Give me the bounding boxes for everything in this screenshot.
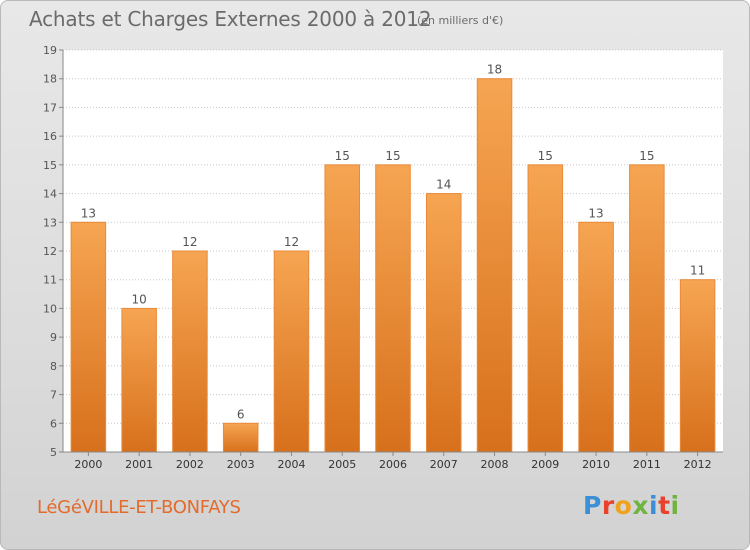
bar-2012: [679, 279, 716, 453]
data-label-2009: 15: [538, 149, 553, 163]
data-label-2004: 12: [284, 235, 299, 249]
x-tick-label: 2000: [74, 458, 102, 471]
y-tick-label: 10: [43, 302, 57, 315]
y-tick-label: 11: [43, 274, 57, 287]
logo-letter: r: [601, 491, 615, 520]
y-tick-label: 9: [50, 331, 57, 344]
x-tick-label: 2003: [227, 458, 255, 471]
x-tick-label: 2001: [125, 458, 153, 471]
data-label-2006: 15: [385, 149, 400, 163]
y-tick-label: 17: [43, 101, 57, 114]
y-tick-label: 16: [43, 130, 57, 143]
chart-title: Achats et Charges Externes 2000 à 2012: [29, 7, 432, 31]
data-label-2010: 13: [588, 206, 603, 220]
y-tick-label: 6: [50, 417, 57, 430]
data-label-2001: 10: [132, 292, 147, 306]
logo-letter: i: [670, 491, 680, 520]
x-tick-label: 2004: [277, 458, 305, 471]
data-label-2008: 18: [487, 63, 502, 77]
logo-letter: x: [632, 491, 649, 520]
y-tick-label: 18: [43, 73, 57, 86]
axes: 5 6 7 8 9 10 11 12 13 14 15 16 17 18 19 2000 2001 2002 200…: [43, 44, 723, 471]
x-tick-label: 2011: [633, 458, 661, 471]
x-tick-label: 2009: [531, 458, 559, 471]
proxiti-logo: Proxiti: [583, 491, 680, 520]
y-tick-label: 14: [43, 188, 57, 201]
bar-2008: [476, 78, 513, 453]
data-label-2012: 11: [690, 264, 705, 278]
bar-2007: [426, 193, 462, 453]
y-tick-label: 19: [43, 44, 57, 57]
bar-2010: [578, 221, 614, 453]
y-tick-label: 8: [50, 360, 57, 373]
logo-letter: t: [658, 491, 671, 520]
y-tick-label: 13: [43, 216, 57, 229]
bar-2009: [527, 164, 564, 453]
chart-subtitle: (en milliers d'€): [417, 14, 504, 27]
x-tick-label: 2008: [481, 458, 509, 471]
commune-name: LéGéVILLE-ET-BONFAYS: [37, 497, 241, 518]
data-label-2011: 15: [639, 149, 654, 163]
bar-2001: [121, 307, 157, 453]
x-tick-label: 2012: [684, 458, 712, 471]
data-label-2000: 13: [81, 206, 96, 220]
bar-2005: [324, 164, 360, 453]
x-tick-label: 2010: [582, 458, 610, 471]
data-label-2003: 6: [237, 407, 245, 421]
x-tick-label: 2005: [328, 458, 356, 471]
y-tick-label: 5: [50, 446, 57, 459]
y-tick-label: 7: [50, 389, 57, 402]
logo-letter: P: [583, 491, 602, 520]
x-tick-label: 2007: [430, 458, 458, 471]
data-label-2002: 12: [182, 235, 197, 249]
bar-2000: [70, 221, 107, 453]
bar-2003: [222, 422, 259, 453]
logo-letter: i: [649, 491, 659, 520]
bar-2011: [629, 164, 665, 453]
y-tick-label: 12: [43, 245, 57, 258]
data-label-2005: 15: [335, 149, 350, 163]
x-tick-label: 2002: [176, 458, 204, 471]
data-label-2007: 14: [436, 178, 451, 192]
bar-2006: [375, 164, 411, 453]
logo-letter: o: [614, 491, 633, 520]
bar-2004: [273, 250, 310, 453]
y-tick-label: 15: [43, 159, 57, 172]
bar-2002: [172, 250, 208, 453]
x-tick-label: 2006: [379, 458, 407, 471]
